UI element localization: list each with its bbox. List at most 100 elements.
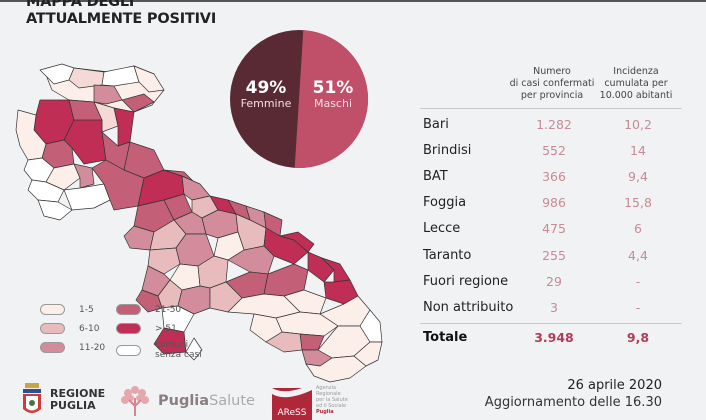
province-name: Brindisi	[423, 142, 472, 158]
aress-text: Agenzia Regionale per la Salute ed il So…	[316, 385, 348, 415]
province-incidence: 6	[634, 221, 642, 237]
header-incidence-line: cumulata per	[604, 78, 668, 89]
puglia-salute-text: PugliaSalute	[158, 393, 255, 409]
regione-puglia-logo: REGIONE PUGLIA	[22, 383, 105, 417]
legend-swatch	[40, 342, 65, 353]
header-incidence: Incidenza cumulata per 10.000 abitanti	[598, 66, 674, 108]
legend-item: 6-10	[40, 323, 99, 334]
header-cases-line: Numero	[533, 66, 571, 77]
pie-svg	[230, 30, 369, 169]
gender-pie-chart: 49% Femmine 51% Maschi	[229, 29, 369, 169]
province-incidence: -	[635, 273, 641, 289]
regione-text: REGIONE PUGLIA	[50, 388, 105, 412]
province-cases: 366	[542, 168, 566, 184]
province-cases: 475	[542, 221, 566, 237]
legend-label: 11-20	[79, 342, 106, 353]
female-text: Femmine	[240, 97, 292, 110]
legend-swatch	[40, 323, 65, 334]
table-row: Foggia 986 15,8	[420, 190, 682, 216]
table-row: Fuori regione 29 -	[420, 268, 682, 294]
legend-swatch	[40, 304, 65, 315]
page-title: MAPPA DEGLI ATTUALMENTE POSITIVI	[26, 0, 216, 28]
report-date: 26 aprile 2020	[567, 378, 662, 393]
legend-label-line: comuni	[155, 340, 189, 350]
title-line-2: ATTUALMENTE POSITIVI	[26, 11, 217, 27]
province-table: Numero di casi confermati per provincia …	[420, 66, 682, 351]
male-percent: 51%	[312, 78, 354, 98]
table-row: Lecce 475 6	[420, 216, 682, 242]
province-incidence: 10,2	[624, 116, 652, 132]
header-cases-line: per provincia	[520, 90, 584, 101]
province-incidence: 4,4	[628, 247, 648, 263]
tree-icon	[121, 386, 149, 416]
table-header: Numero di casi confermati per provincia …	[420, 66, 682, 109]
puglia-salute-logo: PugliaSalute	[118, 384, 255, 418]
legend-label: 21-50	[155, 304, 182, 315]
table-row: Brindisi 552 14	[420, 137, 682, 163]
legend-label: 6-10	[79, 323, 100, 334]
legend-label-line: senza casi	[155, 350, 202, 360]
total-incidence: 9,8	[626, 329, 650, 345]
update-time: Aggiornamento delle 16.30	[484, 395, 662, 410]
table-total-row: Totale 3.948 9,8	[420, 322, 682, 351]
province-name: Foggia	[423, 195, 467, 211]
legend-item: 11-20	[40, 342, 105, 353]
regione-crest-icon	[23, 383, 41, 413]
province-name: Taranto	[423, 247, 472, 263]
svg-text:AReSS: AReSS	[278, 408, 307, 418]
province-incidence: 15,8	[624, 195, 652, 211]
header-incidence-line: Incidenza	[613, 66, 659, 77]
province-name: BAT	[423, 168, 448, 184]
legend-item: 21-50	[116, 304, 181, 315]
female-label: 49% Femmine	[231, 79, 301, 110]
salute-light: Salute	[209, 393, 255, 409]
province-cases: 552	[542, 142, 566, 158]
aress-line: Agenzia	[316, 385, 336, 391]
province-name: Lecce	[423, 221, 461, 237]
header-incidence-line: 10.000 abitanti	[599, 90, 673, 101]
province-cases: 1.282	[536, 116, 572, 132]
aress-line: ed il Sociale	[316, 403, 347, 409]
legend-label: 1-5	[79, 304, 94, 315]
aress-mark-icon: AReSS	[272, 384, 312, 420]
province-incidence: -	[635, 299, 641, 315]
province-incidence: 14	[630, 142, 646, 158]
regione-line: REGIONE	[50, 387, 106, 400]
map-legend: 1-5 6-10 11-20 21-50 > 51 comuni senza c…	[40, 302, 220, 362]
province-cases: 255	[542, 247, 566, 263]
aress-line: Regionale	[316, 391, 341, 397]
province-incidence: 9,4	[628, 168, 648, 184]
total-label: Totale	[423, 329, 468, 345]
province-cases: 29	[546, 273, 562, 289]
male-text: Maschi	[313, 97, 353, 110]
regione-line: PUGLIA	[50, 399, 96, 412]
female-percent: 49%	[245, 78, 287, 98]
legend-label: > 51	[155, 323, 177, 334]
table-row: Bari 1.282 10,2	[420, 111, 682, 137]
aress-line: per la Salute	[316, 397, 348, 403]
total-cases: 3.948	[534, 329, 574, 345]
aress-line-red: Puglia	[316, 409, 334, 415]
aress-logo: AReSS Agenzia Regionale per la Salute ed…	[272, 382, 348, 420]
table-row: Non attribuito 3 -	[420, 294, 682, 320]
province-cases: 986	[542, 195, 566, 211]
legend-item: 1-5	[40, 304, 94, 315]
legend-label: comuni senza casi	[155, 340, 202, 360]
province-name: Fuori regione	[423, 273, 509, 289]
legend-swatch	[116, 323, 141, 334]
province-name: Non attribuito	[423, 299, 514, 315]
province-cases: 3	[550, 299, 558, 315]
legend-swatch	[116, 304, 141, 315]
male-label: 51% Maschi	[302, 79, 364, 110]
map-svg	[15, 63, 383, 383]
header-cases: Numero di casi confermati per provincia	[506, 66, 598, 108]
table-row: BAT 366 9,4	[420, 163, 682, 189]
table-row: Taranto 255 4,4	[420, 242, 682, 268]
legend-item: > 51	[116, 323, 177, 334]
puglia-bold: Puglia	[158, 393, 210, 409]
legend-item: comuni senza casi	[116, 340, 202, 360]
header-cases-line: di casi confermati	[509, 78, 595, 89]
update-info: 26 aprile 2020 Aggiornamento delle 16.30	[485, 377, 662, 411]
province-name: Bari	[423, 116, 449, 132]
legend-swatch	[116, 344, 141, 356]
